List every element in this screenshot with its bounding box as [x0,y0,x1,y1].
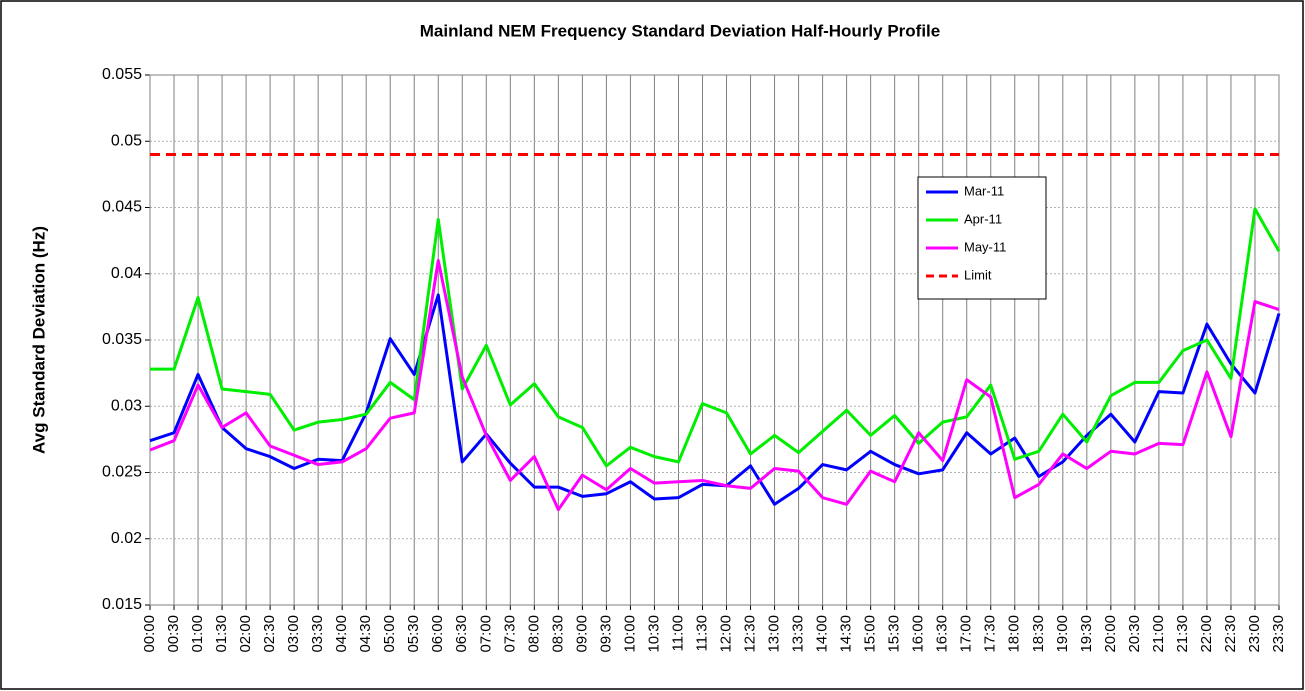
legend-box [917,176,1047,300]
x-tick-label: 02:30 [261,615,278,653]
x-tick-label: 15:30 [886,615,903,653]
x-tick-label: 09:30 [597,615,614,653]
x-tick-label: 19:30 [1078,615,1095,653]
y-tick-label: 0.055 [102,66,142,83]
x-tick-label: 04:00 [333,615,350,653]
y-tick-label: 0.02 [111,530,142,547]
y-axis-label: Avg Standard Deviation (Hz) [29,226,48,454]
x-tick-label: 21:00 [1150,615,1167,653]
legend-label: Limit [964,267,992,282]
x-tick-label: 08:00 [525,615,542,653]
chart-title: Mainland NEM Frequency Standard Deviatio… [420,21,940,40]
x-tick-label: 14:00 [814,615,831,653]
x-tick-label: 13:30 [790,615,807,653]
x-tick-label: 18:00 [1006,615,1023,653]
x-tick-label: 16:30 [934,615,951,653]
x-tick-label: 05:00 [381,615,398,653]
x-tick-label: 13:00 [766,615,783,653]
x-tick-label: 02:00 [237,615,254,653]
x-tick-label: 11:30 [693,615,710,651]
x-tick-label: 14:30 [838,615,855,653]
series-line [150,207,1281,468]
legend-label: May-11 [964,239,1006,254]
x-tick-label: 20:00 [1102,615,1119,653]
legend-label: Apr-11 [964,211,1002,226]
x-tick-label: 23:00 [1246,615,1263,653]
x-tick-label: 19:00 [1054,615,1071,653]
x-tick-label: 11:00 [669,615,686,651]
x-tick-label: 00:00 [141,615,158,653]
y-tick-label: 0.05 [111,132,142,149]
y-tick-label: 0.03 [111,397,142,414]
x-tick-label: 05:30 [405,615,422,653]
x-tick-label: 04:30 [357,615,374,653]
x-tick-label: 07:30 [501,615,518,653]
y-tick-label: 0.04 [111,265,142,282]
y-tick-label: 0.035 [102,331,142,348]
series-line [149,259,1280,512]
y-tick-label: 0.045 [102,199,142,216]
x-tick-label: 06:30 [453,615,470,653]
y-tick-label: 0.015 [102,596,142,613]
x-tick-label: 03:00 [285,615,302,653]
x-tick-label: 12:00 [717,615,734,653]
x-tick-label: 12:30 [742,615,759,653]
x-tick-label: 10:30 [645,615,662,653]
x-tick-label: 23:30 [1270,615,1287,653]
legend-label: Mar-11 [964,183,1004,198]
x-tick-label: 16:00 [910,615,927,653]
x-tick-label: 22:00 [1198,615,1215,653]
x-tick-label: 01:00 [189,615,206,653]
x-tick-label: 15:00 [862,615,879,653]
x-tick-label: 20:30 [1126,615,1143,653]
x-tick-label: 10:00 [621,615,638,653]
x-tick-label: 00:30 [165,615,182,653]
x-tick-label: 03:30 [309,615,326,653]
x-tick-label: 09:00 [573,615,590,653]
x-tick-label: 22:30 [1222,615,1239,653]
x-tick-label: 08:30 [549,615,566,653]
x-tick-label: 01:30 [213,615,230,653]
x-tick-label: 21:30 [1174,615,1191,653]
x-tick-label: 06:00 [429,615,446,653]
x-tick-label: 18:30 [1030,615,1047,653]
x-tick-label: 17:00 [958,615,975,653]
y-tick-label: 0.025 [102,464,142,481]
x-tick-label: 07:00 [477,615,494,653]
x-tick-label: 17:30 [982,615,999,653]
plot-border [149,74,1280,606]
